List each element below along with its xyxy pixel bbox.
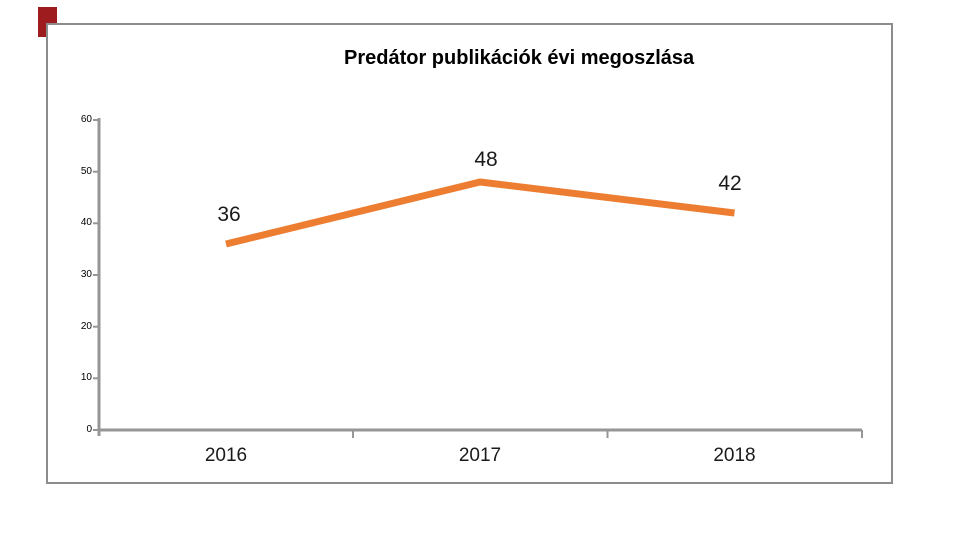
- xtick-label-2017: 2017: [458, 445, 502, 466]
- x-tick-marks: [352, 430, 863, 438]
- xtick-label-2018: 2018: [713, 445, 756, 466]
- chart-title: Predátor publikációk évi megoszlása: [344, 47, 695, 69]
- ytick-label-20: 20: [80, 321, 92, 332]
- y-tick-marks: [93, 119, 98, 431]
- data-label-2017: 48: [474, 148, 498, 171]
- data-label-2018: 42: [718, 172, 742, 195]
- ytick-label-50: 50: [80, 166, 92, 177]
- ytick-label-30: 30: [80, 269, 92, 280]
- data-line: [225, 178, 735, 248]
- ytick-label-0: 0: [86, 424, 92, 435]
- ytick-label-60: 60: [80, 114, 92, 125]
- ytick-label-10: 10: [80, 372, 92, 383]
- xtick-label-2016: 2016: [204, 445, 248, 466]
- ytick-label-40: 40: [80, 217, 92, 228]
- data-label-2016: 36: [217, 203, 241, 226]
- chart-area: Predátor publikációk évi megoszlása: [46, 23, 893, 484]
- plot-canvas: [93, 118, 863, 438]
